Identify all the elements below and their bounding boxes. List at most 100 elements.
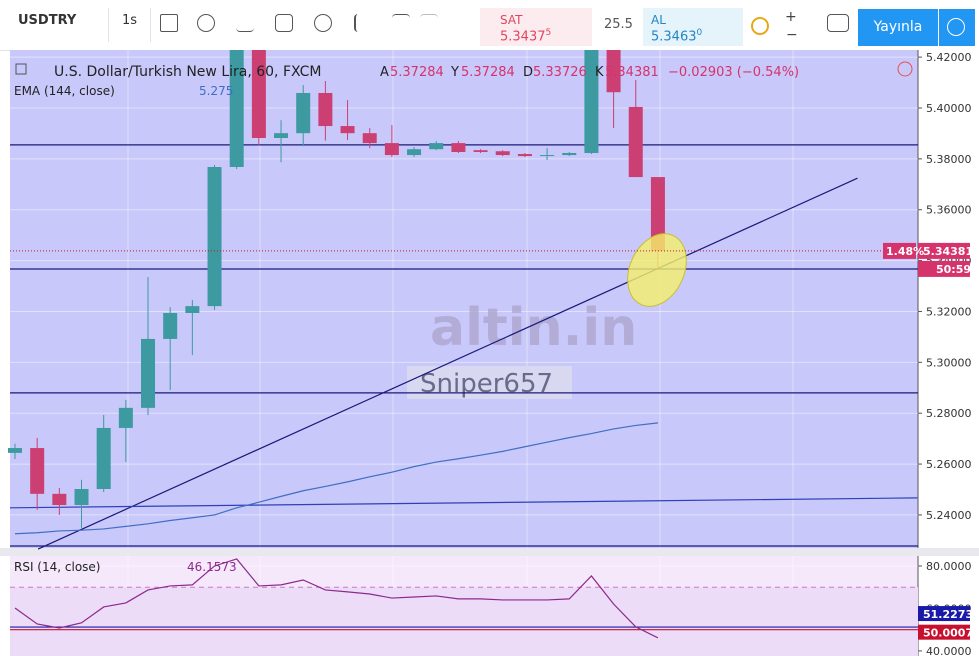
chart-title: U.S. Dollar/Turkish New Lira, 60, FXCM bbox=[54, 64, 321, 80]
separator bbox=[150, 8, 151, 42]
info-icon[interactable] bbox=[751, 17, 769, 35]
ema-line bbox=[14, 422, 658, 535]
candle-body bbox=[628, 106, 643, 178]
candle-body bbox=[318, 92, 333, 127]
indicator-icon[interactable] bbox=[236, 14, 254, 32]
highlight-ellipse bbox=[627, 233, 687, 307]
ohlc-value: 5.37284 bbox=[390, 65, 444, 80]
candle-icon[interactable] bbox=[160, 14, 178, 32]
y-tick-label: 5.28000 bbox=[926, 407, 972, 420]
change-tag bbox=[883, 242, 916, 259]
candle-body bbox=[606, 50, 621, 93]
level-tag bbox=[918, 606, 970, 622]
undo-icon[interactable] bbox=[392, 14, 410, 32]
price-axis bbox=[918, 50, 979, 548]
template-icon[interactable] bbox=[275, 14, 293, 32]
candle-body bbox=[584, 50, 599, 154]
buy-label: AL bbox=[651, 13, 666, 27]
add-icon[interactable] bbox=[197, 14, 215, 32]
level-label: 51.2273 bbox=[923, 608, 973, 621]
candle-body bbox=[251, 50, 266, 139]
ohlc-key: D bbox=[523, 65, 533, 80]
candle-body bbox=[207, 166, 222, 307]
candle-body bbox=[185, 306, 200, 313]
buy-price-sup: 0 bbox=[696, 28, 703, 38]
change: −0.02903 (−0.54%) bbox=[668, 65, 799, 80]
y-tick-label: 5.42000 bbox=[926, 51, 972, 64]
y-tick-label: 5.40000 bbox=[926, 102, 972, 115]
candle-body bbox=[407, 149, 422, 156]
play-button[interactable] bbox=[939, 9, 975, 46]
watermark: altin.in bbox=[430, 298, 637, 358]
toolbar: USDTRY 1s SAT 5.34375 25.5 AL 5.34630 + … bbox=[0, 0, 979, 51]
symbol[interactable]: USDTRY bbox=[18, 13, 77, 28]
separator bbox=[108, 8, 109, 42]
author: Sniper657 bbox=[420, 369, 553, 399]
interval[interactable]: 1s bbox=[122, 13, 138, 28]
rsi-name: RSI (14, close) bbox=[14, 560, 100, 574]
candle-body bbox=[340, 126, 355, 134]
candle-body bbox=[562, 153, 577, 156]
candle-body bbox=[118, 407, 133, 428]
y-tick-label: 5.38000 bbox=[926, 153, 972, 166]
candle-body bbox=[30, 448, 45, 494]
sell-price-sup: 5 bbox=[545, 28, 552, 38]
y-tick-label: 5.30000 bbox=[926, 356, 972, 369]
alert-icon bbox=[897, 61, 913, 77]
y-tick-label: 5.36000 bbox=[926, 204, 972, 217]
rsi-value: 46.1573 bbox=[187, 560, 237, 574]
sell-box[interactable]: SAT 5.34375 bbox=[480, 8, 592, 46]
y-tick-label: 80.0000 bbox=[926, 560, 972, 573]
candle-body bbox=[52, 493, 67, 506]
change-pct: 1.48% bbox=[886, 245, 924, 258]
ohlc-value: 5.37284 bbox=[461, 65, 515, 80]
candle-body bbox=[517, 154, 532, 157]
candle-body bbox=[274, 133, 289, 139]
candle-body bbox=[163, 312, 178, 339]
chart: 5.240005.260005.280005.300005.320005.340… bbox=[0, 50, 979, 656]
ohlc-key: A bbox=[380, 65, 389, 80]
sell-price-main: 5.3437 bbox=[500, 29, 546, 45]
level-tag bbox=[918, 624, 970, 640]
sell-label: SAT bbox=[500, 13, 523, 27]
candle-body bbox=[362, 133, 377, 144]
ema-value: 5.275 bbox=[199, 84, 233, 98]
y-tick-label: 5.26000 bbox=[926, 458, 972, 471]
candle-body bbox=[74, 488, 89, 506]
y-tick-label: 40.0000 bbox=[926, 645, 972, 656]
candle-body bbox=[296, 92, 311, 134]
countdown: 50:59 bbox=[936, 263, 971, 276]
ohlc-value: 5.33726 bbox=[533, 65, 587, 80]
plus-icon[interactable]: + bbox=[785, 9, 797, 25]
candle-body bbox=[8, 448, 22, 453]
minus-icon[interactable]: − bbox=[786, 27, 798, 43]
ohlc-key: K bbox=[595, 65, 604, 80]
publish-button[interactable]: Yayınla bbox=[858, 9, 938, 46]
sell-price: 5.34375 bbox=[500, 28, 551, 44]
ohlc-key: Y bbox=[450, 65, 459, 80]
alert-icon[interactable] bbox=[314, 14, 332, 32]
rsi-line bbox=[14, 558, 659, 639]
candle-body bbox=[229, 50, 244, 167]
pane-background bbox=[10, 50, 918, 548]
candle-body bbox=[495, 151, 510, 156]
author-box bbox=[407, 366, 572, 399]
candle-body bbox=[96, 427, 111, 489]
buy-price-main: 5.3463 bbox=[651, 29, 697, 45]
candle-body bbox=[650, 177, 665, 251]
candle-body bbox=[451, 143, 466, 152]
candle-body bbox=[384, 143, 399, 156]
level-label: 50.0007 bbox=[923, 627, 973, 640]
last-price-tag bbox=[918, 242, 970, 259]
pane-separator bbox=[0, 548, 979, 556]
buy-box[interactable]: AL 5.34630 bbox=[643, 8, 743, 46]
buy-price: 5.34630 bbox=[651, 28, 702, 44]
camera-icon[interactable] bbox=[827, 14, 849, 32]
replay-icon[interactable] bbox=[354, 14, 372, 32]
ema-name: EMA (144, close) bbox=[14, 84, 115, 98]
candle-body bbox=[141, 338, 156, 408]
redo-icon[interactable] bbox=[420, 14, 438, 32]
candle-body bbox=[473, 150, 488, 152]
spread: 25.5 bbox=[604, 17, 633, 32]
